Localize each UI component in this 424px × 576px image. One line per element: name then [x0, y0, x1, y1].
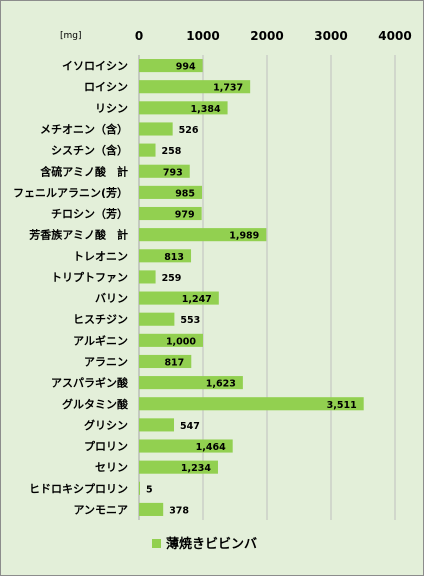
bar [139, 354, 192, 369]
bars [139, 59, 364, 516]
category-label: 含硫アミノ酸 計 [39, 164, 128, 178]
bar [139, 502, 164, 516]
data-label: 793 [163, 167, 183, 178]
category-label: イソロイシン [62, 60, 128, 73]
bar [139, 101, 228, 115]
bar [139, 164, 190, 178]
x-tick-label: 4000 [378, 29, 411, 43]
category-label: セリン [95, 461, 128, 474]
category-label: バリン [95, 292, 128, 305]
data-labels: 9941,7371,3845262587939859791,9898132591… [146, 62, 357, 517]
bar [139, 228, 267, 242]
category-label: トレオニン [73, 250, 128, 263]
bar [139, 418, 175, 432]
data-label: 1,000 [166, 336, 196, 347]
category-label: シスチン（含） [51, 143, 128, 157]
bar [139, 270, 156, 284]
bar [139, 143, 156, 157]
bar [139, 291, 219, 305]
data-label: 258 [162, 146, 182, 157]
bar [139, 80, 251, 94]
data-label: 547 [180, 421, 200, 432]
data-label: 985 [175, 188, 195, 199]
category-label: アンモニア [73, 503, 128, 516]
data-label: 1,989 [229, 231, 259, 242]
data-label: 259 [162, 273, 182, 284]
data-label: 1,623 [206, 379, 236, 390]
category-label: ヒスチジン [73, 313, 128, 326]
unit-label: [mg] [60, 31, 82, 41]
x-tick-label: 0 [135, 29, 143, 43]
x-tick-label: 2000 [250, 29, 283, 43]
data-label: 5 [146, 484, 153, 495]
bar [139, 397, 364, 411]
data-label: 1,737 [213, 83, 243, 94]
category-label: フェニルアラニン(芳） [13, 185, 128, 199]
category-label: トリプトファン [51, 270, 128, 284]
x-tick-label: 1000 [186, 29, 219, 43]
category-label: メチオニン（含） [40, 122, 128, 136]
data-label: 813 [164, 252, 184, 263]
bar [139, 481, 140, 495]
data-label: 994 [176, 62, 196, 73]
data-label: 3,511 [327, 400, 357, 411]
category-label: グリシン [84, 418, 128, 432]
bar [139, 439, 233, 453]
x-tick-label: 3000 [314, 29, 347, 43]
category-label: プロリン [84, 439, 128, 453]
category-label: ロイシン [84, 81, 128, 94]
bar [139, 460, 218, 474]
legend-label: 薄焼きビビンバ [166, 536, 257, 552]
data-label: 1,384 [191, 104, 221, 115]
data-label: 979 [175, 210, 195, 221]
data-label: 378 [169, 505, 189, 516]
data-label: 1,234 [181, 463, 211, 474]
data-label: 817 [164, 357, 184, 368]
bar [139, 312, 175, 326]
category-label: チロシン（芳） [51, 207, 128, 221]
data-label: 1,247 [182, 294, 212, 305]
category-label: アルギニン [73, 333, 128, 347]
data-label: 1,464 [196, 442, 226, 453]
category-label: グルタミン酸 [62, 397, 129, 411]
category-label: ヒドロキシプロリン [29, 481, 128, 495]
x-axis-ticks: 0 1000 2000 3000 4000 [135, 29, 412, 43]
category-label: 芳香族アミノ酸 計 [29, 228, 128, 242]
category-label: アスパラギン酸 [51, 376, 129, 390]
category-label: リシン [95, 102, 128, 115]
bar [139, 333, 203, 347]
category-label: アラニン [84, 355, 128, 368]
bar [139, 376, 243, 390]
bar [139, 59, 203, 73]
data-label: 553 [180, 315, 200, 326]
bar [139, 249, 192, 263]
data-label: 526 [179, 125, 199, 136]
legend-swatch [152, 539, 161, 548]
bar [139, 185, 203, 199]
bar [139, 122, 173, 136]
bar [139, 206, 202, 221]
legend: 薄焼きビビンバ [152, 536, 257, 552]
